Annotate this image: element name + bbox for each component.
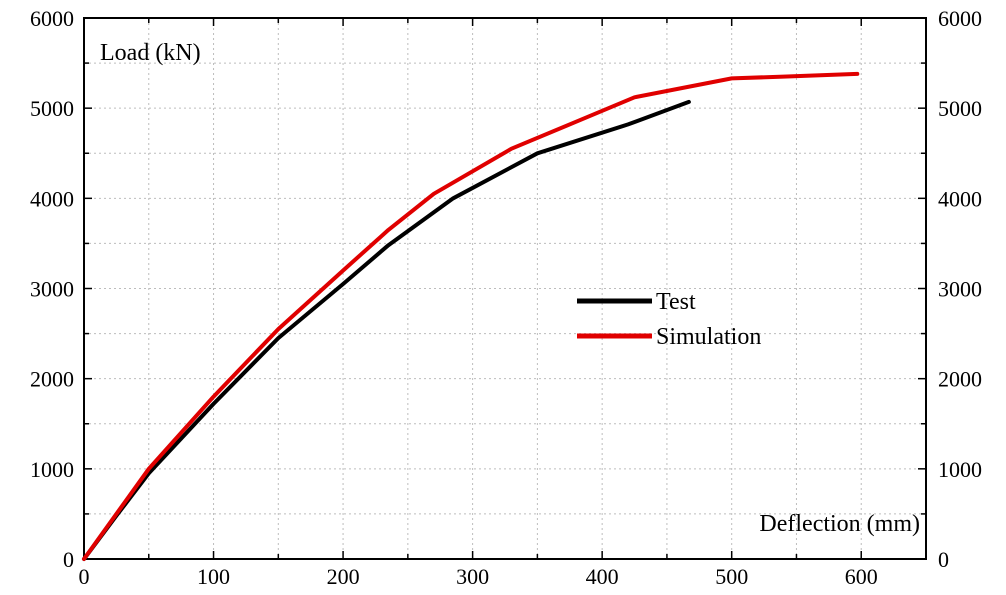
y-tick-label-left: 1000	[30, 457, 74, 482]
x-tick-label: 100	[197, 564, 230, 589]
y-tick-label-right: 1000	[938, 457, 982, 482]
series-group	[82, 71, 860, 561]
x-tick-label: 200	[327, 564, 360, 589]
y-tick-label-left: 6000	[30, 6, 74, 31]
y-tick-label-right: 0	[938, 547, 949, 572]
y-tick-label-left: 3000	[30, 277, 74, 302]
legend: Test Simulation	[577, 289, 761, 350]
y-tick-label-right: 2000	[938, 367, 982, 392]
y-tick-label-left: 4000	[30, 186, 74, 211]
x-tick-label: 500	[715, 564, 748, 589]
legend-label-simulation: Simulation	[656, 324, 761, 350]
y-tick-label-left: 0	[63, 547, 74, 572]
x-axis-label: Deflection (mm)	[759, 511, 920, 537]
x-tick-label: 400	[586, 564, 619, 589]
y-tick-label-right: 4000	[938, 186, 982, 211]
y-axis-label: Load (kN)	[100, 40, 201, 66]
series-line-test	[82, 99, 691, 561]
y-tick-label-right: 6000	[938, 6, 982, 31]
y-tick-label-left: 2000	[30, 367, 74, 392]
y-tick-label-right: 3000	[938, 277, 982, 302]
grid	[84, 18, 926, 559]
legend-label-test: Test	[656, 289, 696, 315]
x-tick-label: 0	[79, 564, 90, 589]
x-tick-label: 300	[456, 564, 489, 589]
y-tick-label-right: 5000	[938, 96, 982, 121]
y-tick-label-left: 5000	[30, 96, 74, 121]
x-tick-label: 600	[845, 564, 878, 589]
series-line-simulation	[82, 71, 860, 561]
